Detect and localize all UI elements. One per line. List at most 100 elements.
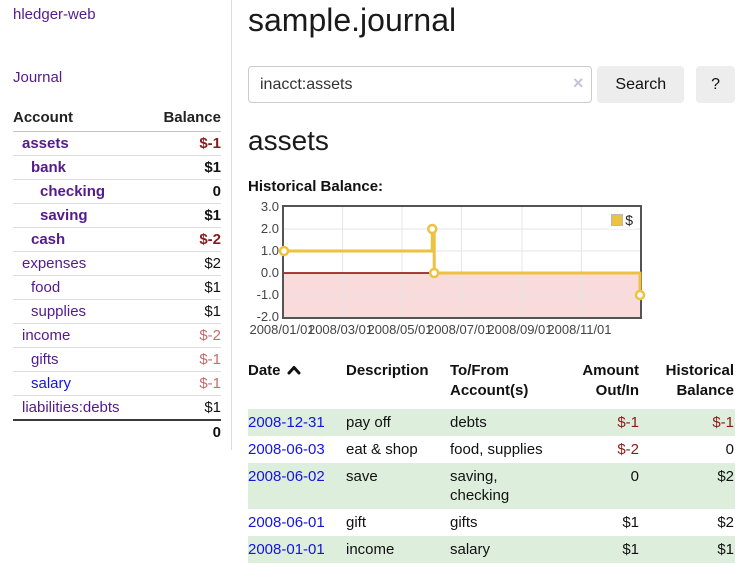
- account-link-cash[interactable]: cash: [31, 231, 66, 248]
- account-link-gifts[interactable]: gifts: [31, 351, 59, 368]
- account-balance: $-1: [148, 371, 221, 396]
- transaction-amount: $1: [622, 541, 639, 558]
- account-row: assets $-1: [13, 131, 221, 156]
- account-link-supplies[interactable]: supplies: [31, 303, 87, 320]
- transaction-accounts: salary: [450, 541, 491, 558]
- sidebar: hledger-web Journal Account Balance asse…: [0, 0, 232, 450]
- register-header-amount[interactable]: Amount Out/In: [582, 362, 639, 399]
- transaction-date-link[interactable]: 2008-12-31: [248, 414, 325, 431]
- transaction-balance: $2: [717, 514, 734, 531]
- transaction-accounts: gifts: [450, 514, 478, 531]
- transaction-amount: $1: [622, 514, 639, 531]
- x-tick-label: 2008/11/01: [547, 322, 612, 337]
- x-tick-label: 2008/01/01: [249, 322, 315, 337]
- account-link-food[interactable]: food: [31, 279, 61, 296]
- account-balance: $-1: [148, 131, 221, 156]
- account-row: bank $1: [13, 155, 221, 180]
- sidebar-item-journal[interactable]: Journal: [13, 69, 63, 86]
- page-title: sample.journal: [248, 2, 457, 38]
- accounts-table-header: Account Balance: [13, 106, 221, 132]
- transaction-accounts: food, supplies: [450, 441, 543, 458]
- account-row: supplies $1: [13, 299, 221, 324]
- transaction-description: income: [346, 541, 395, 558]
- register-header-row: Date Description To/From Account(s) Amou…: [248, 361, 735, 409]
- register-header-balance[interactable]: Historical Balance: [665, 362, 734, 399]
- account-link-checking[interactable]: checking: [40, 183, 106, 200]
- x-tick-label: 2008/09/01: [487, 322, 553, 337]
- y-tick-label: -1.0: [256, 287, 279, 302]
- register-header-accounts[interactable]: To/From Account(s): [450, 362, 529, 399]
- account-link-liabilities-debts[interactable]: liabilities:debts: [22, 399, 120, 416]
- y-tick-label: 2.0: [260, 221, 279, 236]
- transaction-description: eat & shop: [346, 441, 418, 458]
- legend-label: $: [625, 212, 633, 228]
- chart-title: Historical Balance:: [248, 178, 384, 195]
- transaction-date-link[interactable]: 2008-06-01: [248, 514, 325, 531]
- search-form: × Search ?: [248, 66, 735, 103]
- x-tick-label: 2008/07/01: [426, 322, 493, 337]
- search-button[interactable]: Search: [597, 66, 685, 103]
- register-table: Date Description To/From Account(s) Amou…: [248, 361, 735, 563]
- transaction-row: 2008-06-02 save saving, checking 0 $2: [248, 463, 735, 509]
- sort-ascending-icon: [287, 361, 301, 381]
- transaction-row: 2008-06-01 gift gifts $1 $2: [248, 509, 735, 536]
- y-tick-label: -2.0: [256, 309, 279, 324]
- account-row: liabilities:debts $1: [13, 395, 221, 420]
- account-link-assets[interactable]: assets: [22, 135, 69, 152]
- account-row: food $1: [13, 275, 221, 300]
- account-heading: assets: [248, 125, 329, 156]
- transaction-amount: $-2: [617, 441, 639, 458]
- account-balance: $1: [148, 155, 221, 180]
- account-row: saving $1: [13, 203, 221, 228]
- transaction-accounts: debts: [450, 414, 487, 431]
- transaction-balance: $2: [717, 468, 734, 485]
- account-balance: $1: [148, 203, 221, 228]
- chart-plot-area: $: [278, 205, 646, 319]
- search-input[interactable]: [248, 66, 593, 103]
- transaction-description: save: [346, 468, 378, 485]
- transaction-amount: 0: [630, 468, 639, 485]
- y-tick-label: 0.0: [260, 265, 279, 280]
- chart-x-axis: 2008/01/01 2008/03/01 2008/05/01 2008/07/01…: [249, 322, 682, 338]
- account-balance: $-1: [148, 347, 221, 372]
- transaction-balance: $1: [717, 541, 734, 558]
- account-row: salary $-1: [13, 371, 221, 396]
- account-balance: $1: [148, 299, 221, 324]
- account-link-income[interactable]: income: [22, 327, 71, 344]
- account-link-salary[interactable]: salary: [31, 375, 72, 392]
- register-header-description[interactable]: Description: [346, 362, 429, 379]
- transaction-date-link[interactable]: 2008-01-01: [248, 541, 325, 558]
- account-balance: $-2: [148, 323, 221, 348]
- chart-y-axis: 3.0 2.0 1.0 0.0 -1.0 -2.0: [248, 199, 279, 324]
- account-row: income $-2: [13, 323, 221, 348]
- accounts-total-row: 0: [13, 419, 221, 444]
- transaction-balance: 0: [725, 441, 734, 458]
- transaction-amount: $-1: [617, 414, 639, 431]
- account-link-bank[interactable]: bank: [31, 159, 67, 176]
- clear-search-icon[interactable]: ×: [572, 73, 584, 93]
- transaction-date-link[interactable]: 2008-06-03: [248, 441, 325, 458]
- account-balance: $2: [148, 251, 221, 276]
- help-button[interactable]: ?: [696, 66, 735, 103]
- main-content: sample.journal × Search ? assets Histori…: [248, 0, 735, 563]
- legend-swatch-icon: [611, 214, 624, 226]
- transaction-description: pay off: [346, 414, 391, 431]
- x-tick-label: 2008/05/01: [367, 322, 433, 337]
- transaction-accounts: saving, checking: [450, 468, 510, 504]
- account-row: expenses $2: [13, 251, 221, 276]
- transaction-row: 2008-12-31 pay off debts $-1 $-1: [248, 409, 735, 436]
- transaction-description: gift: [346, 514, 367, 531]
- transaction-date-link[interactable]: 2008-06-02: [248, 468, 325, 485]
- register-header-date[interactable]: Date: [248, 361, 346, 409]
- account-balance: $1: [148, 395, 221, 420]
- y-tick-label: 1.0: [260, 243, 279, 258]
- chart-line-svg: [278, 207, 646, 317]
- app-brand-link[interactable]: hledger-web: [13, 6, 96, 23]
- account-link-expenses[interactable]: expenses: [22, 255, 87, 272]
- account-link-saving[interactable]: saving: [40, 207, 88, 224]
- account-balance: $1: [148, 275, 221, 300]
- accounts-header-balance: Balance: [148, 106, 221, 132]
- account-row: cash $-2: [13, 227, 221, 252]
- transaction-row: 2008-01-01 income salary $1 $1: [248, 536, 735, 563]
